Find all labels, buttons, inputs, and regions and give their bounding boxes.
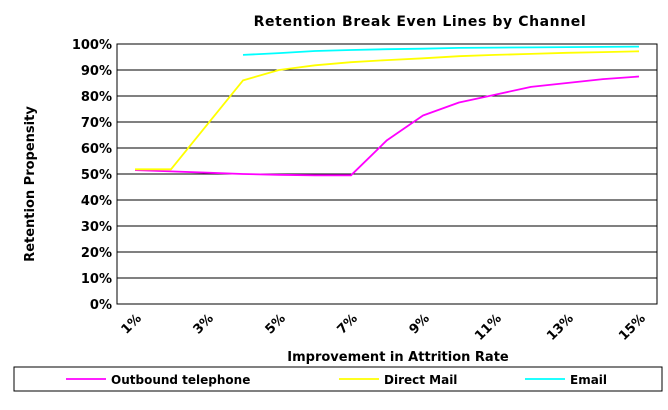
series-line-outbound-telephone <box>134 75 640 177</box>
y-tick-label: 100% <box>72 38 112 53</box>
y-tick-label: 80% <box>81 90 112 105</box>
y-tick-label: 10% <box>81 272 112 287</box>
x-tick-label: 1% <box>119 311 145 337</box>
x-tick-label: 13% <box>544 311 577 344</box>
legend-label-email: Email <box>570 373 607 387</box>
y-tick-label: 40% <box>81 194 112 209</box>
x-axis-ticks: 1% 3% 5% 7% 9% 11% 13% 15% <box>119 311 649 344</box>
y-tick-label: 90% <box>81 64 112 79</box>
x-axis-label: Improvement in Attrition Rate <box>287 350 509 365</box>
x-tick-label: 15% <box>616 311 649 344</box>
y-tick-label: 20% <box>81 246 112 261</box>
x-tick-label: 9% <box>407 311 433 337</box>
legend: Outbound telephone Direct Mail Email <box>66 373 607 387</box>
y-axis-ticks: 0% 10% 20% 30% 40% 50% 60% 70% 80% 90% 100% <box>72 38 112 313</box>
y-tick-label: 50% <box>81 168 112 183</box>
grid-layer <box>117 69 657 279</box>
x-tick-label: 5% <box>263 311 289 337</box>
x-tick-label: 11% <box>472 311 505 344</box>
y-tick-label: 70% <box>81 116 112 131</box>
x-tick-label: 7% <box>335 311 361 337</box>
chart-title: Retention Break Even Lines by Channel <box>254 14 587 30</box>
series-line-direct-mail <box>135 50 640 171</box>
y-tick-label: 0% <box>90 298 112 313</box>
y-tick-label: 60% <box>81 142 112 157</box>
x-tick-label: 3% <box>191 311 217 337</box>
legend-label-outbound-telephone: Outbound telephone <box>111 373 250 387</box>
series-line-email <box>242 45 640 56</box>
y-tick-label: 30% <box>81 220 112 235</box>
series-layer <box>134 45 640 177</box>
y-axis-label: Retention Propensity <box>23 106 38 262</box>
legend-label-direct-mail: Direct Mail <box>384 373 457 387</box>
